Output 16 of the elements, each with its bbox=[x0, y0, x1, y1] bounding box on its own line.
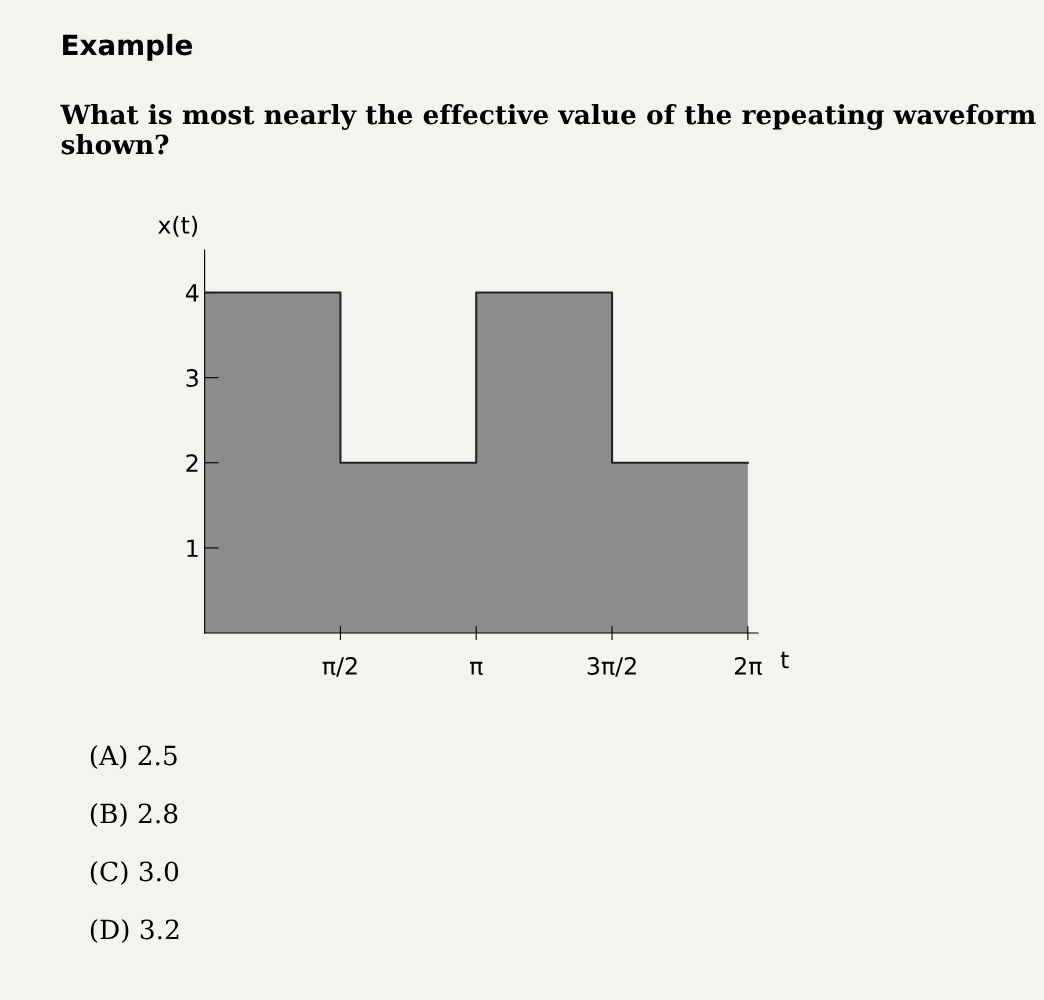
x-tick-label: π bbox=[469, 661, 483, 675]
y-tick-label: 3 bbox=[186, 369, 198, 387]
text: (C) 3.0 bbox=[90, 860, 179, 886]
chart-subtitle: What is most nearly the effective value of the repeating waveform shown? bbox=[60, 104, 1036, 155]
text: (A) 2.5 bbox=[90, 744, 177, 770]
y-tick-label: 4 bbox=[185, 284, 199, 302]
chart-title: Example bbox=[63, 33, 193, 61]
x-tick-label: π/2 bbox=[322, 657, 357, 677]
y-tick-label: 2 bbox=[186, 454, 198, 472]
x-tick-label: 2π bbox=[734, 657, 762, 675]
y-axis-title: x(t) bbox=[158, 215, 198, 237]
text: (B) 2.8 bbox=[90, 802, 178, 828]
y-tick-label: 1 bbox=[187, 539, 198, 557]
x-tick-label: 3π/2 bbox=[587, 657, 636, 677]
text: (D) 3.2 bbox=[90, 918, 179, 944]
x-axis-title: t bbox=[780, 651, 789, 669]
